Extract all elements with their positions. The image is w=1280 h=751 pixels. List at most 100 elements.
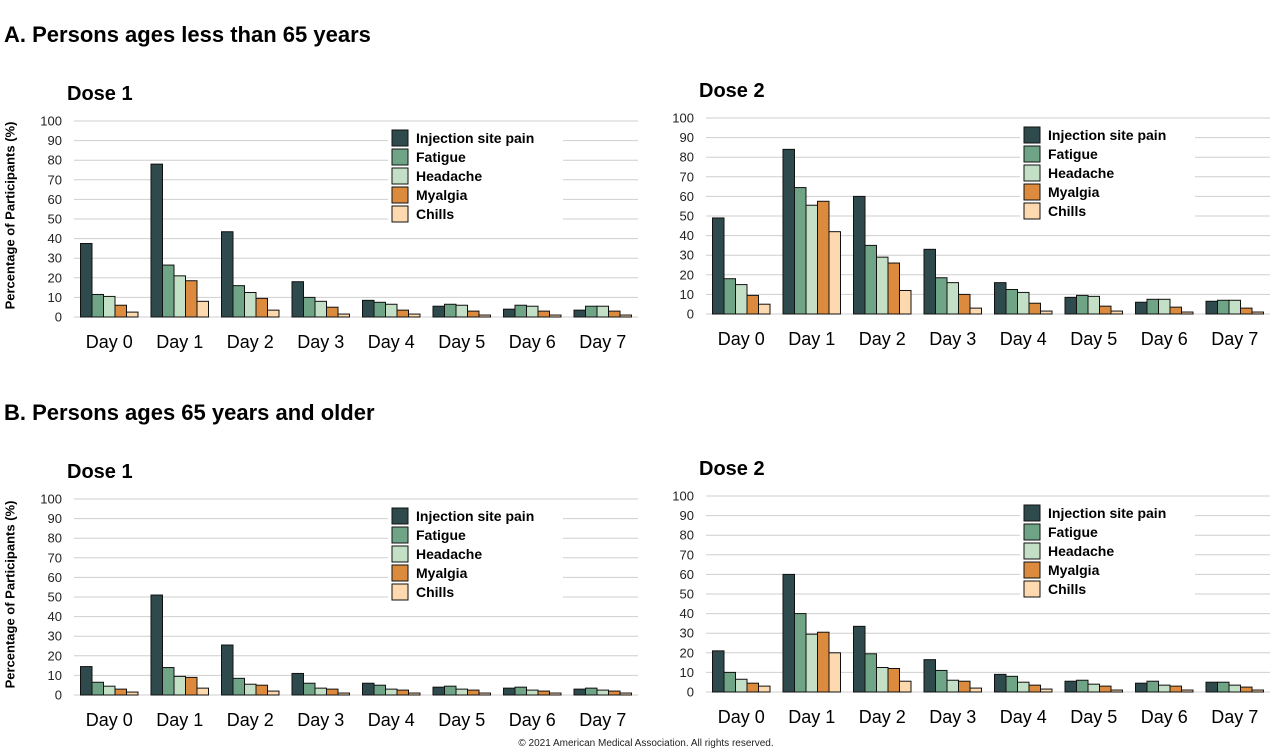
bar	[537, 690, 550, 696]
bar	[337, 692, 350, 696]
bar	[291, 672, 304, 696]
y-tick-label: 40	[48, 231, 62, 246]
bar	[303, 296, 316, 318]
y-tick-label: 70	[680, 169, 694, 184]
bar	[1017, 681, 1030, 693]
legend-swatch	[391, 507, 409, 525]
bar	[114, 304, 127, 318]
chart-title: Dose 2	[699, 458, 765, 480]
y-tick-label: 20	[48, 648, 62, 663]
bar	[1146, 680, 1159, 693]
legend-label: Injection site pain	[1048, 505, 1166, 521]
bar	[758, 303, 771, 315]
bar	[1169, 685, 1182, 693]
legend-swatch	[1023, 580, 1041, 598]
x-tick-label: Day 1	[156, 332, 203, 352]
bar	[337, 313, 350, 318]
bar	[526, 305, 539, 318]
y-tick-label: 60	[680, 189, 694, 204]
bar	[173, 675, 186, 696]
legend-swatch	[1023, 145, 1041, 163]
bar	[817, 200, 830, 315]
bar	[887, 262, 900, 315]
bar	[396, 689, 409, 696]
bar	[326, 688, 339, 696]
legend-label: Chills	[416, 584, 454, 600]
legend-label: Headache	[1048, 165, 1114, 181]
bar	[1228, 299, 1241, 315]
x-tick-label: Day 7	[1211, 329, 1258, 349]
bar	[946, 282, 959, 315]
bar	[1040, 310, 1053, 315]
bar	[1099, 305, 1112, 315]
y-tick-label: 20	[680, 267, 694, 282]
legend-swatch	[391, 186, 409, 204]
x-tick-label: Day 5	[1070, 329, 1117, 349]
bar	[444, 303, 457, 318]
x-tick-label: Day 7	[579, 332, 626, 352]
bar	[396, 309, 409, 318]
bar	[1087, 295, 1100, 315]
legend-label: Injection site pain	[416, 130, 534, 146]
bar	[244, 683, 257, 696]
chart-a-dose2: Dose 2 0 10 20 30 40 50 60 70 80 90 100 Day 0 Day 1 Da…	[672, 80, 1270, 349]
bar	[1040, 688, 1053, 693]
legend-background	[388, 504, 563, 605]
bar	[585, 687, 598, 696]
bar	[408, 313, 421, 318]
x-tick-label: Day 2	[227, 710, 274, 730]
legend-swatch	[1023, 202, 1041, 220]
legend-label: Chills	[416, 206, 454, 222]
bar	[80, 243, 93, 318]
x-tick-label: Day 4	[1000, 707, 1047, 727]
legend-swatch	[391, 583, 409, 601]
bar	[596, 305, 609, 318]
section-a-title: A. Persons ages less than 65 years	[4, 22, 371, 47]
bar	[467, 310, 480, 318]
legend-label: Fatigue	[1048, 524, 1098, 540]
legend-swatch	[1023, 164, 1041, 182]
bar	[923, 248, 936, 315]
legend-swatch	[391, 564, 409, 582]
bar	[514, 304, 527, 318]
bar	[373, 301, 386, 318]
y-tick-label: 70	[48, 550, 62, 565]
y-tick-label: 0	[55, 310, 62, 325]
y-tick-label: 30	[680, 248, 694, 263]
bar	[1005, 289, 1018, 315]
x-tick-label: Day 6	[509, 332, 556, 352]
bar	[385, 303, 398, 318]
bar	[1099, 685, 1112, 693]
legend-label: Myalgia	[416, 187, 468, 203]
bar	[1181, 689, 1194, 693]
bar	[1087, 683, 1100, 693]
y-tick-label: 90	[680, 508, 694, 523]
bar	[935, 277, 948, 315]
bar	[1217, 299, 1230, 315]
bar	[1076, 294, 1089, 315]
bar	[994, 282, 1007, 315]
legend-background	[1020, 501, 1195, 602]
bar	[969, 687, 982, 693]
bar	[1064, 296, 1077, 315]
y-tick-label: 70	[48, 172, 62, 187]
bar	[514, 686, 527, 696]
bar	[853, 625, 866, 693]
bar	[1240, 307, 1253, 315]
y-tick-label: 80	[48, 531, 62, 546]
bar	[1146, 298, 1159, 315]
bar	[232, 285, 245, 318]
y-tick-label: 80	[680, 150, 694, 165]
bar	[303, 682, 316, 696]
bar	[1076, 679, 1089, 693]
bar	[549, 692, 562, 696]
bar	[267, 309, 280, 318]
x-tick-label: Day 4	[368, 710, 415, 730]
x-tick-label: Day 1	[156, 710, 203, 730]
legend-swatch	[391, 526, 409, 544]
bar	[185, 676, 198, 696]
x-tick-label: Day 5	[438, 332, 485, 352]
bar	[864, 244, 877, 315]
x-tick-label: Day 6	[1141, 329, 1188, 349]
legend-swatch	[391, 205, 409, 223]
